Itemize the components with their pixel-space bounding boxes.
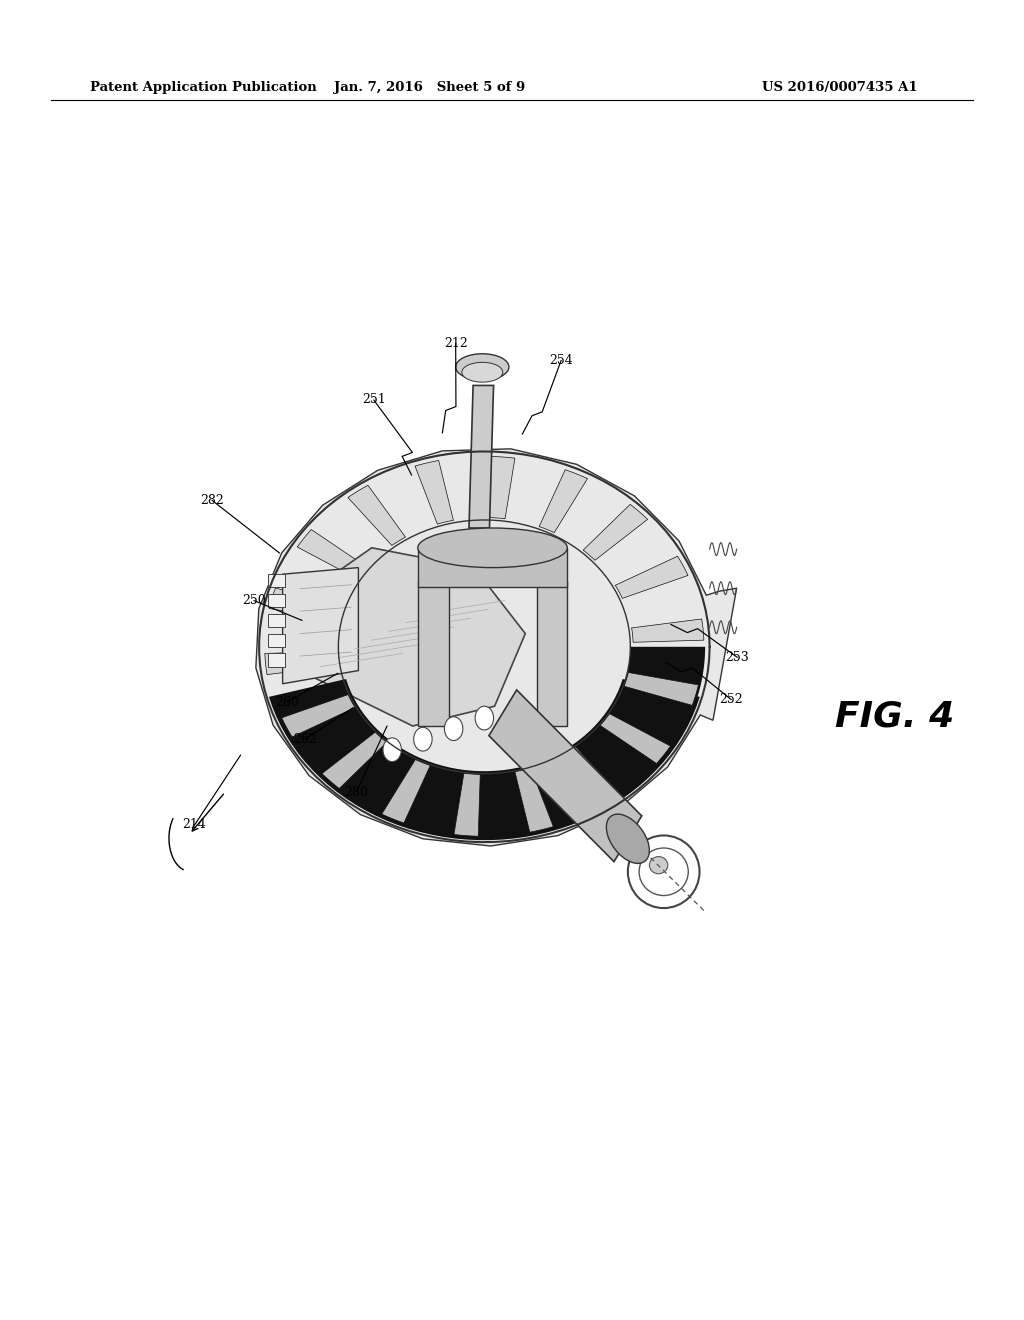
Polygon shape <box>348 486 406 545</box>
Ellipse shape <box>259 451 710 842</box>
Circle shape <box>414 727 432 751</box>
Polygon shape <box>276 690 578 838</box>
Polygon shape <box>282 694 355 737</box>
Polygon shape <box>415 461 454 524</box>
Polygon shape <box>579 647 706 793</box>
Bar <box>268 594 285 607</box>
Text: US 2016/0007435 A1: US 2016/0007435 A1 <box>762 81 918 94</box>
Text: 252: 252 <box>719 693 743 706</box>
Polygon shape <box>537 581 567 726</box>
Polygon shape <box>515 768 553 832</box>
Circle shape <box>383 738 401 762</box>
Ellipse shape <box>606 814 649 863</box>
Text: 251: 251 <box>361 393 386 407</box>
Polygon shape <box>602 714 672 764</box>
Polygon shape <box>615 556 688 598</box>
Polygon shape <box>269 678 699 840</box>
Polygon shape <box>454 774 480 837</box>
Bar <box>268 653 285 667</box>
Text: 280: 280 <box>344 785 369 799</box>
Text: Jan. 7, 2016   Sheet 5 of 9: Jan. 7, 2016 Sheet 5 of 9 <box>335 81 525 94</box>
Polygon shape <box>322 733 387 788</box>
Polygon shape <box>418 581 449 726</box>
Polygon shape <box>256 449 736 846</box>
Polygon shape <box>632 619 703 643</box>
Polygon shape <box>454 775 480 837</box>
Polygon shape <box>488 457 515 519</box>
Ellipse shape <box>357 536 611 758</box>
Text: 214: 214 <box>182 818 207 832</box>
Polygon shape <box>600 714 671 763</box>
Text: 262: 262 <box>293 733 317 746</box>
Polygon shape <box>418 548 567 587</box>
Polygon shape <box>269 587 343 620</box>
Polygon shape <box>626 673 699 706</box>
Ellipse shape <box>338 520 631 774</box>
Polygon shape <box>469 385 494 528</box>
Polygon shape <box>562 747 621 808</box>
Polygon shape <box>265 651 337 675</box>
Circle shape <box>475 706 494 730</box>
Polygon shape <box>302 548 525 726</box>
Polygon shape <box>322 734 385 789</box>
Polygon shape <box>381 760 429 824</box>
Ellipse shape <box>418 528 567 568</box>
Polygon shape <box>297 529 367 579</box>
Bar <box>268 634 285 647</box>
Polygon shape <box>488 690 642 862</box>
Text: 253: 253 <box>725 651 750 664</box>
Polygon shape <box>584 504 647 560</box>
Bar <box>268 614 285 627</box>
Polygon shape <box>283 568 358 684</box>
Text: 212: 212 <box>443 337 468 350</box>
Text: 254: 254 <box>549 354 573 367</box>
Polygon shape <box>382 759 430 822</box>
Polygon shape <box>563 748 621 808</box>
Ellipse shape <box>462 362 503 381</box>
Polygon shape <box>540 470 588 533</box>
Polygon shape <box>281 696 353 738</box>
Polygon shape <box>515 770 554 833</box>
Text: FIG. 4: FIG. 4 <box>835 700 953 734</box>
Text: 260: 260 <box>274 696 299 709</box>
Circle shape <box>444 717 463 741</box>
Text: 282: 282 <box>200 494 224 507</box>
Text: Patent Application Publication: Patent Application Publication <box>90 81 316 94</box>
Ellipse shape <box>649 857 668 874</box>
Ellipse shape <box>456 354 509 380</box>
Polygon shape <box>624 672 698 705</box>
Bar <box>268 574 285 587</box>
Text: 250: 250 <box>242 594 266 607</box>
